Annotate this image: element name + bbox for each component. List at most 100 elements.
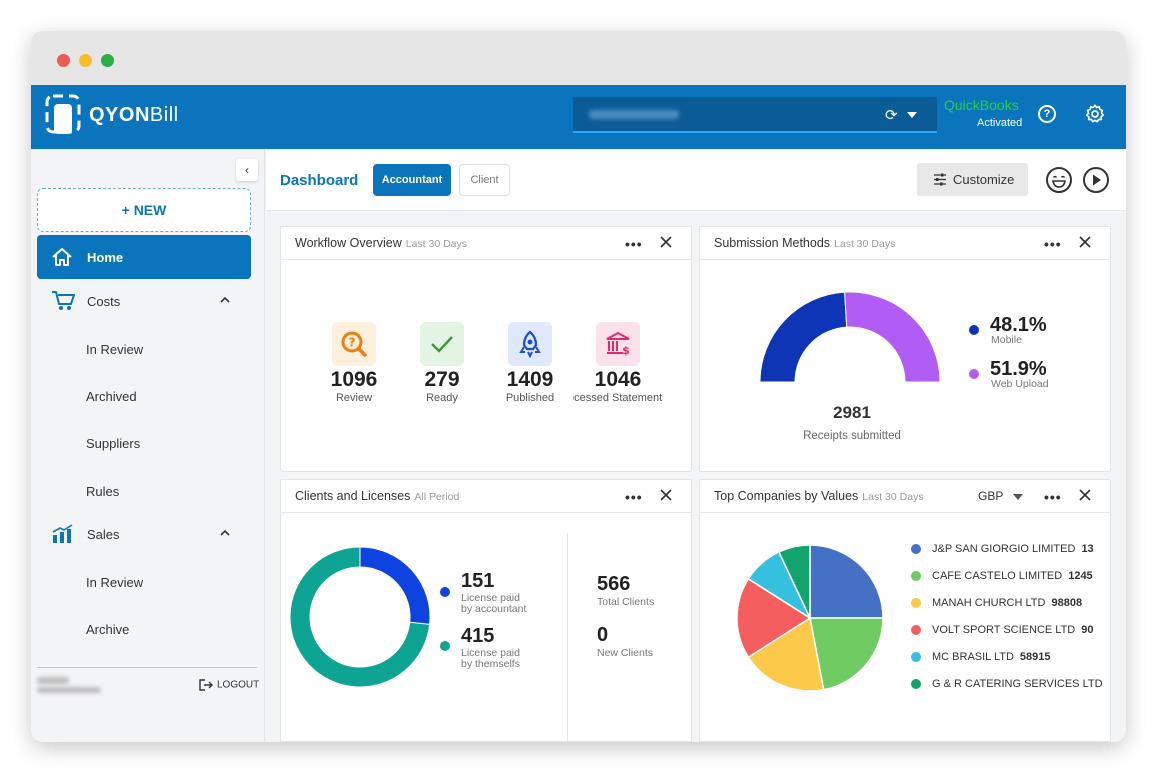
sidebar-item-suppliers[interactable]: Suppliers <box>86 436 141 451</box>
card-header: Top Companies by Values Last 30 Days GBP … <box>700 480 1110 513</box>
mobile-percentage: 48.1% <box>990 314 1047 336</box>
companies-slice-2[interactable] <box>809 617 884 691</box>
quickbooks-status: Activated <box>977 117 1023 129</box>
legend-value: 90 <box>1081 624 1094 636</box>
close-window-dot[interactable] <box>57 54 70 67</box>
close-icon[interactable] <box>659 488 673 502</box>
licenses-donut-chart <box>289 546 431 688</box>
receipts-total: 2981 <box>833 403 871 422</box>
legend-label: J&P SAN GIORGIO LIMITED 13 <box>932 543 1094 555</box>
new-button[interactable]: + NEW <box>37 188 251 232</box>
receipts-total-label: Receipts submitted <box>803 430 901 442</box>
customize-button[interactable]: Customize <box>917 163 1028 196</box>
legend-label: VOLT SPORT SCIENCE LTD 90 <box>932 624 1094 636</box>
submission-methods-card: Submission Methods Last 30 Days ••• 48.1%… <box>699 226 1111 472</box>
legend-dot <box>911 598 921 608</box>
help-icon[interactable]: ? <box>1038 105 1056 123</box>
refresh-icon[interactable]: ⟳ <box>885 107 898 124</box>
sidebar-item-costs-archived[interactable]: Archived <box>86 389 137 404</box>
legend-label: MANAH CHURCH LTD 98808 <box>932 597 1083 609</box>
submission-slice-2[interactable] <box>844 291 941 383</box>
tab-accountant[interactable]: Accountant <box>373 164 451 196</box>
card-title: Submission Methods Last 30 Days <box>714 236 896 250</box>
legend-value: 98808 <box>1051 597 1083 609</box>
rocket-icon <box>508 322 552 366</box>
logout-button[interactable]: LOGOUT <box>199 679 259 691</box>
legend-label: MC BRASIL LTD 58915 <box>932 651 1051 663</box>
sidebar-item-sales-archive[interactable]: Archive <box>86 622 130 637</box>
more-options-icon[interactable]: ••• <box>625 489 643 505</box>
app-window: QYONBill ⟳ QuickBooks Activated ? ‹ + NE… <box>31 31 1126 742</box>
chevron-down-icon[interactable] <box>907 112 917 118</box>
chevron-up-icon[interactable] <box>219 527 231 539</box>
web-upload-label: Web Upload <box>991 378 1049 390</box>
close-icon[interactable] <box>1078 488 1092 502</box>
web-upload-percentage: 51.9% <box>990 358 1047 380</box>
legend-value: 58915 <box>1019 651 1051 663</box>
card-header: Clients and Licenses All Period ••• <box>281 480 691 513</box>
workflow-processed-label: Processed Statements <box>573 392 663 404</box>
smile-feedback-icon[interactable] <box>1045 166 1073 194</box>
new-clients-label: New Clients <box>597 647 654 659</box>
sales-chart-icon <box>52 524 73 543</box>
companies-slice-6[interactable] <box>777 544 811 619</box>
licenses-slice-1[interactable] <box>359 546 431 625</box>
legend-dot-web-upload <box>969 369 979 379</box>
currency-select[interactable]: GBP <box>978 489 1024 503</box>
card-header: Workflow Overview Last 30 Days ••• <box>281 227 691 260</box>
gear-icon[interactable] <box>1084 103 1106 125</box>
bank-icon: $ <box>596 322 640 366</box>
close-icon[interactable] <box>1078 235 1092 249</box>
window-titlebar <box>31 31 1126 85</box>
more-options-icon[interactable]: ••• <box>1044 489 1062 505</box>
workflow-processed-statements[interactable]: $ 1046 Processed Statements <box>573 322 663 404</box>
app-logo-text: QYONBill <box>89 104 179 126</box>
cart-icon <box>52 291 75 310</box>
sidebar-item-sales-in-review[interactable]: In Review <box>86 575 144 590</box>
sidebar-item-costs-in-review[interactable]: In Review <box>86 342 144 357</box>
workflow-review-value: 1096 <box>330 368 378 391</box>
company-name-blurred <box>589 110 679 119</box>
workflow-published[interactable]: 1409 Published <box>485 322 575 404</box>
sidebar-item-label: Sales <box>87 527 120 542</box>
sidebar-divider <box>37 667 257 668</box>
sidebar-item-sales[interactable]: Sales <box>37 515 251 555</box>
card-header: Submission Methods Last 30 Days ••• <box>700 227 1110 260</box>
sidebar-item-label: Home <box>87 250 124 265</box>
customize-label: Customize <box>953 172 1015 187</box>
more-options-icon[interactable]: ••• <box>625 236 643 252</box>
sidebar-item-home[interactable]: Home <box>37 235 251 279</box>
workflow-ready-value: 279 <box>424 368 460 391</box>
sidebar-item-rules[interactable]: Rules <box>86 484 120 499</box>
tab-client[interactable]: Client <box>459 164 510 196</box>
licenses-slice-2[interactable] <box>289 546 431 688</box>
chevron-down-icon <box>1013 493 1024 500</box>
submission-slice-1[interactable] <box>759 291 848 383</box>
quickbooks-title[interactable]: QuickBooks <box>944 97 1019 113</box>
user-info-blurred <box>37 677 107 695</box>
legend-value: 13 <box>1081 543 1094 555</box>
play-icon[interactable] <box>1082 166 1110 194</box>
maximize-window-dot[interactable] <box>101 54 114 67</box>
legend-dot <box>911 625 921 635</box>
more-options-icon[interactable]: ••• <box>1044 236 1062 252</box>
submission-gauge-chart <box>759 291 941 383</box>
workflow-ready[interactable]: 279 Ready <box>397 322 487 404</box>
companies-slice-1[interactable] <box>809 544 884 619</box>
dashboard-toolbar: Dashboard Accountant Client Customize <box>266 149 1126 211</box>
chevron-up-icon[interactable] <box>219 294 231 306</box>
qyon-logo-icon <box>45 94 81 134</box>
sidebar-item-costs[interactable]: Costs <box>37 282 251 322</box>
company-select[interactable]: ⟳ <box>573 97 937 133</box>
companies-slice-3[interactable] <box>747 616 825 692</box>
companies-slice-4[interactable] <box>736 577 812 659</box>
workflow-published-label: Published <box>505 392 555 404</box>
close-icon[interactable] <box>659 235 673 249</box>
workflow-review[interactable]: ? 1096 Review <box>309 322 399 404</box>
minimize-window-dot[interactable] <box>79 54 92 67</box>
collapse-sidebar-button[interactable]: ‹ <box>236 159 258 181</box>
check-icon <box>420 322 464 366</box>
sidebar: ‹ + NEW Home Costs In Review Archived Su… <box>31 149 265 742</box>
logout-icon <box>199 679 213 691</box>
sliders-icon <box>934 173 946 186</box>
